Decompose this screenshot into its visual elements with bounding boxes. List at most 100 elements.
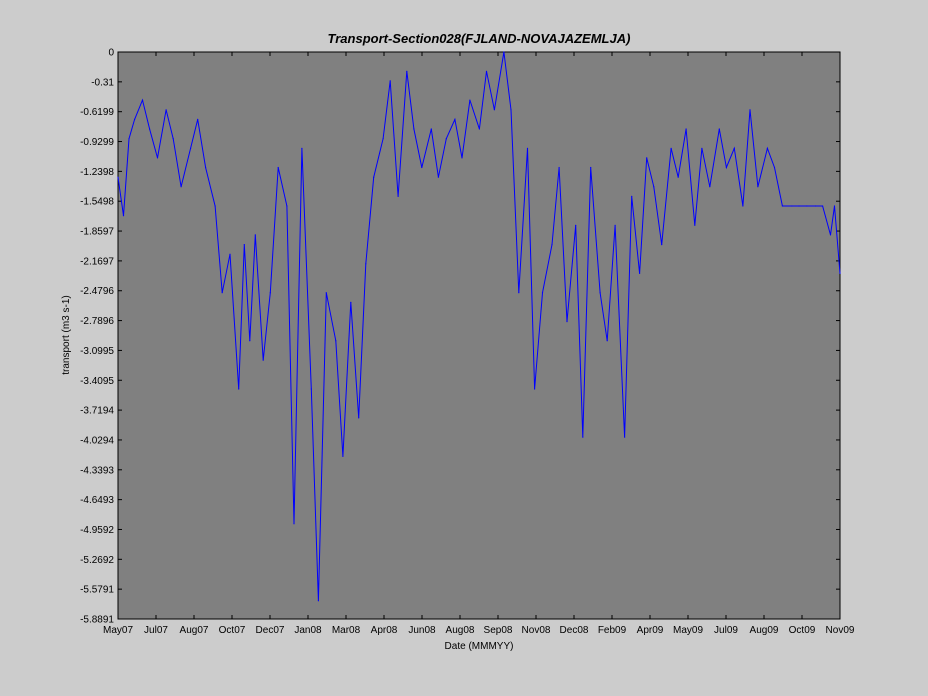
data-point: [742, 205, 744, 207]
data-point: [469, 99, 471, 101]
data-point: [254, 234, 256, 236]
data-point: [718, 128, 720, 130]
x-tick-label: Aug09: [750, 625, 779, 636]
data-point: [382, 138, 384, 140]
data-point: [814, 205, 817, 207]
data-point: [190, 147, 192, 149]
y-tick-label: -5.5791: [80, 585, 114, 596]
data-point: [358, 417, 360, 419]
data-point: [122, 215, 125, 217]
data-point: [833, 205, 836, 207]
x-tick-label: Sep08: [484, 625, 513, 636]
data-point: [454, 118, 456, 120]
y-tick-label: -1.8597: [80, 227, 114, 238]
y-tick-label: -4.6493: [80, 495, 114, 506]
data-point: [551, 244, 553, 246]
y-tick-label: -1.2398: [80, 167, 114, 178]
data-point: [526, 147, 529, 149]
data-point: [156, 157, 159, 159]
data-point: [670, 147, 672, 149]
y-tick-label: 0: [108, 48, 114, 59]
data-point: [172, 138, 174, 140]
y-tick-label: -4.0294: [80, 435, 114, 446]
data-point: [365, 263, 367, 265]
data-point: [590, 166, 592, 169]
data-point: [822, 205, 824, 207]
y-tick-label: -2.4796: [80, 286, 114, 297]
y-axis: 0 -0.31 -0.6199 -0.9299 -1.2398 -1.5498 -1.859…: [80, 48, 840, 626]
x-tick-label: May07: [103, 625, 133, 636]
data-point: [518, 292, 520, 294]
x-tick-label: Nov08: [522, 625, 551, 636]
chart-title: Transport-Section028(FJLAND-NOVAJAZEMLJA…: [328, 31, 631, 46]
data-point: [791, 205, 793, 207]
data-point: [534, 388, 536, 390]
y-tick-label: -2.7896: [80, 316, 114, 327]
data-point: [639, 272, 641, 274]
y-tick-label: -3.0995: [80, 346, 114, 357]
y-axis-title: transport (m3 s-1): [61, 295, 72, 374]
data-point: [694, 224, 696, 226]
x-tick-label: Dec07: [256, 625, 285, 636]
data-point: [406, 70, 408, 72]
data-point: [766, 147, 769, 149]
x-tick-label: Apr08: [371, 625, 398, 636]
x-tick-label: Dec08: [560, 625, 589, 636]
data-point: [277, 166, 279, 169]
data-point: [749, 109, 751, 111]
y-tick-label: -2.1697: [80, 256, 114, 267]
data-point: [325, 292, 327, 294]
data-point: [781, 205, 784, 207]
x-tick-label: Mar08: [332, 625, 361, 636]
data-point: [646, 157, 648, 159]
x-tick-label: Feb09: [598, 625, 627, 636]
data-point: [269, 292, 271, 294]
data-point: [839, 272, 841, 274]
data-point: [445, 138, 447, 140]
data-point: [310, 388, 312, 390]
y-tick-label: -4.3393: [80, 465, 114, 476]
data-point: [575, 224, 577, 226]
data-point: [262, 359, 264, 361]
x-axis-title: Date (MMMYY): [445, 641, 514, 652]
data-point: [397, 195, 399, 197]
data-point: [229, 253, 231, 255]
y-tick-label: -5.2692: [80, 555, 114, 566]
data-point: [806, 205, 808, 207]
data-point: [661, 244, 663, 246]
data-point: [478, 128, 480, 130]
data-point: [249, 340, 251, 342]
x-tick-label: Jun08: [408, 625, 436, 636]
data-point: [335, 340, 337, 342]
data-point: [430, 128, 432, 130]
plot-area: [117, 51, 841, 620]
data-point: [373, 176, 375, 178]
data-point: [725, 166, 728, 169]
data-point: [214, 205, 216, 207]
y-tick-label: -0.9299: [80, 137, 114, 148]
data-point: [829, 234, 832, 236]
data-point: [701, 147, 703, 149]
data-point: [421, 166, 423, 169]
data-point: [389, 80, 391, 82]
y-tick-label: -1.5498: [80, 197, 114, 208]
data-point: [558, 166, 560, 169]
x-tick-label: Oct09: [789, 625, 816, 636]
data-point: [317, 600, 319, 602]
x-tick-label: Apr09: [637, 625, 664, 636]
data-point: [205, 166, 207, 169]
data-point: [493, 109, 495, 111]
series-layer: [117, 51, 841, 602]
data-point: [350, 301, 352, 303]
data-point: [485, 70, 488, 72]
x-tick-label: Aug08: [446, 625, 475, 636]
data-point: [566, 321, 568, 323]
data-point: [149, 128, 151, 130]
data-point: [301, 147, 303, 149]
data-point: [293, 523, 295, 525]
data-point: [221, 292, 223, 294]
data-point: [541, 292, 544, 294]
data-point: [180, 186, 182, 188]
x-tick-label: Jan08: [294, 625, 322, 636]
y-tick-label: -0.6199: [80, 107, 114, 118]
